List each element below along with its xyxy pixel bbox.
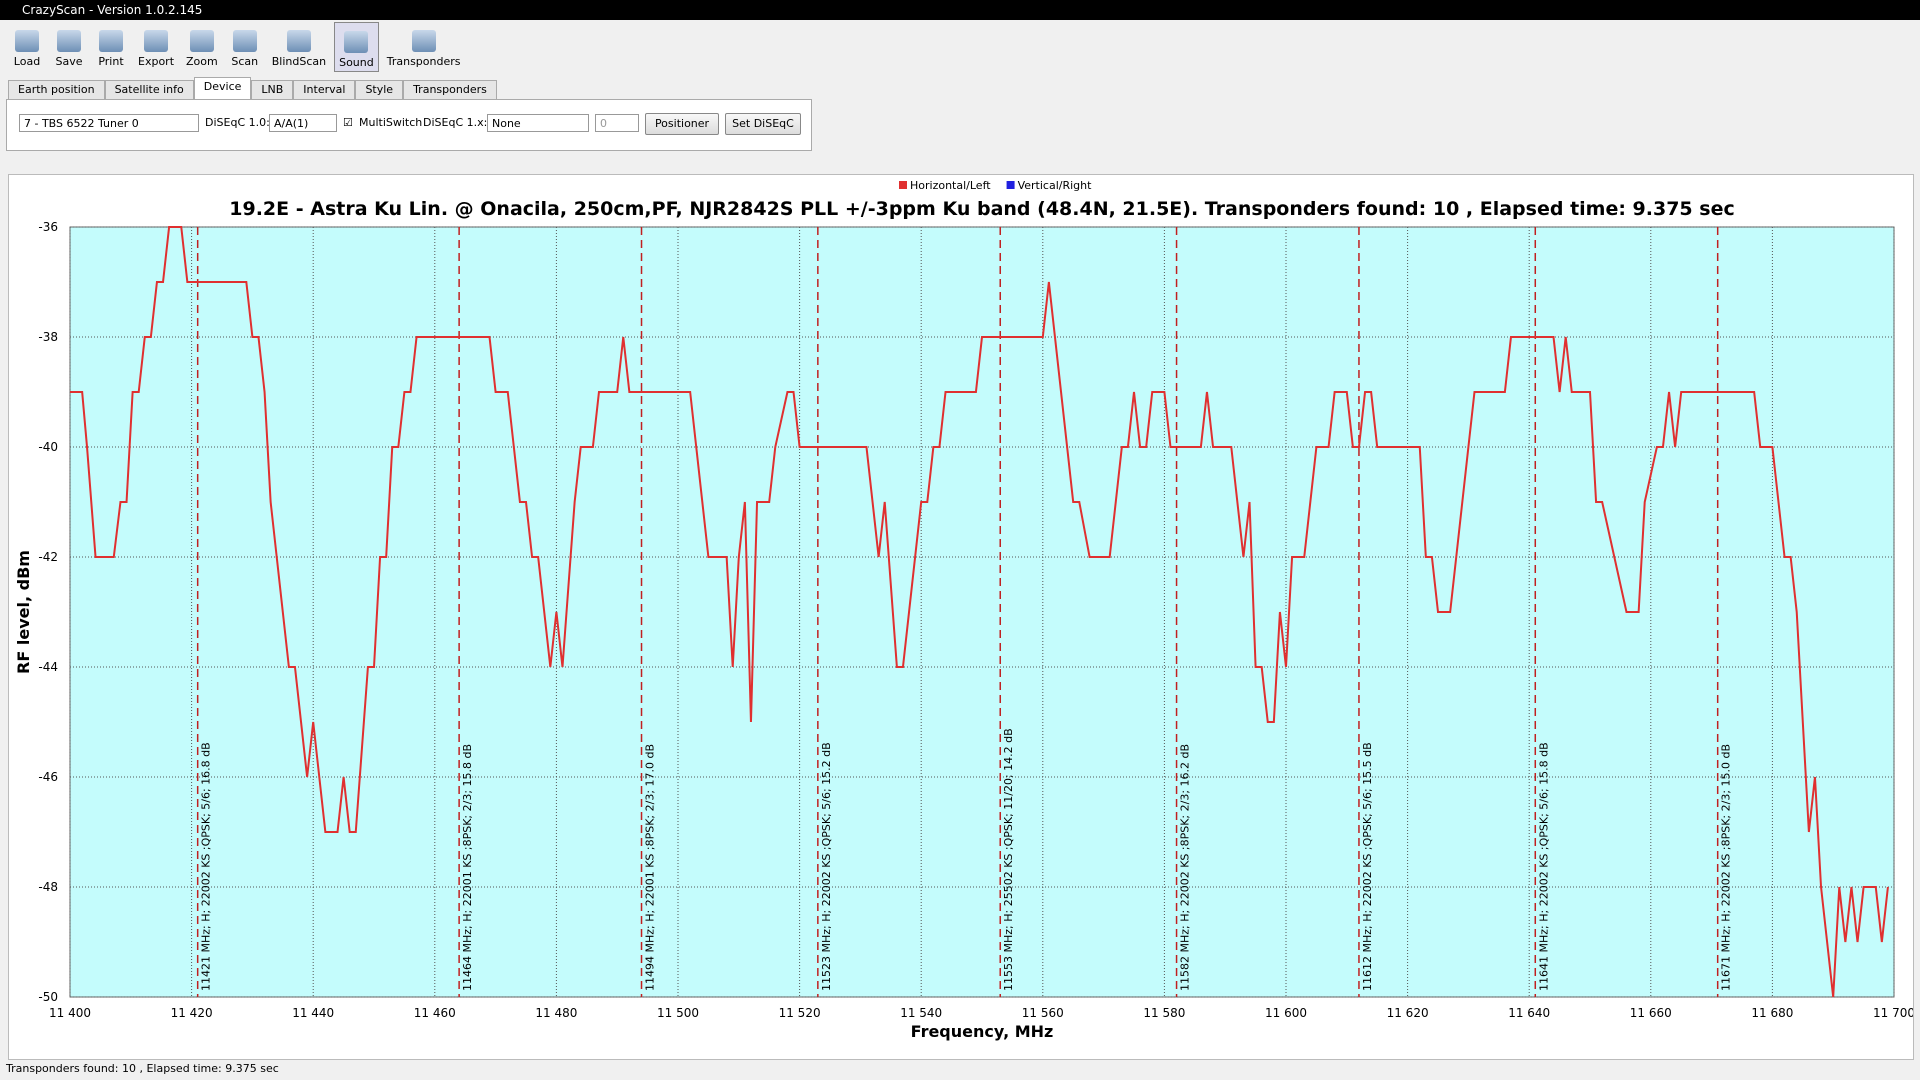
toolbar-button[interactable]: Transponders [383,22,465,70]
legend-swatch [899,181,907,189]
toolbar-label: Save [55,55,83,68]
y-tick-label: -38 [38,330,58,344]
tab[interactable]: Transponders [403,80,497,100]
x-tick-label: 11 660 [1630,1006,1672,1020]
y-tick-label: -40 [38,440,58,454]
tab-bar: Earth position Satellite info Device LNB Int… [8,77,497,100]
toolbar-label: Sound [339,56,374,69]
device-panel: 7 - TBS 6522 Tuner 0 DiSEqC 1.0: A/A(1) … [6,99,812,151]
status-bar: Transponders found: 10 , Elapsed time: 9… [6,1062,279,1075]
transponder-label: 11421 MHz; H; 22002 KS ;QPSK; 5/6; 16.8 … [200,742,213,991]
toolbar-button[interactable]: Zoom [182,22,222,70]
icon [286,30,311,52]
y-axis-label: RF level, dBm [14,550,33,674]
y-tick-label: -42 [38,550,58,564]
toolbar-button[interactable]: Export [134,22,178,70]
toolbar-button[interactable]: BlindScan [268,22,330,70]
transponder-label: 11494 MHz; H; 22001 KS ;8PSK; 2/3; 17.0 … [644,744,657,991]
set-diseqc-button[interactable]: Set DiSEqC [725,113,801,135]
toolbar-label: BlindScan [271,55,327,68]
tab[interactable]: LNB [251,80,294,100]
y-tick-label: -44 [38,660,58,674]
x-tick-label: 11 560 [1022,1006,1064,1020]
transponder-label: 11464 MHz; H; 22001 KS ;8PSK; 2/3; 15.8 … [461,744,474,991]
tab[interactable]: Earth position [8,80,105,100]
x-tick-label: 11 700 [1873,1006,1913,1020]
x-tick-label: 11 640 [1508,1006,1550,1020]
title-bar: CrazyScan - Version 1.0.2.145 [0,0,1920,20]
x-tick-label: 11 520 [779,1006,821,1020]
toolbar-button[interactable]: Scan [226,22,264,70]
y-tick-label: -48 [38,880,58,894]
icon [57,30,81,52]
toolbar-label: Export [138,55,175,68]
toolbar-button[interactable]: Save [50,22,88,70]
chart-title: 19.2E - Astra Ku Lin. @ Onacila, 250cm,P… [229,198,1734,220]
label: DiSEqC 1.x: [423,116,488,129]
tab[interactable]: Device [193,77,252,100]
toolbar-button[interactable]: Print [92,22,130,70]
toolbar-label: Scan [231,55,259,68]
diseqc10-select[interactable]: A/A(1) [269,114,337,132]
y-tick-label: -46 [38,770,58,784]
toolbar: Load Save Print Export Zoom Scan BlindScan Soun… [0,22,1920,72]
legend-label: Horizontal/Left [910,179,991,192]
transponder-label: 11553 MHz; H; 25502 KS ;QPSK; 11/20; 14.… [1002,728,1015,991]
series-line [70,226,1889,998]
tab[interactable]: Style [355,80,404,100]
x-tick-label: 11 440 [292,1006,334,1020]
chart-panel: Horizontal/Left Vertical/Right 19.2E - Ast… [8,174,1915,1060]
toolbar-label: Load [13,55,41,68]
x-tick-label: 11 460 [414,1006,456,1020]
y-tick-label: -36 [38,220,58,234]
y-tick-label: -50 [38,990,58,1004]
x-tick-label: 11 600 [1265,1006,1307,1020]
x-tick-label: 11 620 [1387,1006,1429,1020]
x-tick-label: 11 580 [1143,1006,1185,1020]
icon [15,30,39,52]
positioner-button[interactable]: Positioner [645,113,719,135]
spin-box[interactable]: 0 [595,114,639,132]
icon [99,30,123,52]
icon [232,30,257,52]
multiswitch-checkbox[interactable]: MultiSwitch [359,116,423,129]
icon [344,31,369,53]
label: DiSEqC 1.0: [205,116,270,129]
toolbar-button[interactable]: Load [8,22,46,70]
x-axis-label: Frequency, MHz [911,1022,1054,1041]
chart: Horizontal/Left Vertical/Right 19.2E - Ast… [14,179,1915,1041]
icon [144,30,168,52]
toolbar-label: Zoom [186,55,218,68]
plot-background [69,226,1895,998]
tab[interactable]: Interval [293,80,356,100]
checkbox-box[interactable]: ☑ [343,116,353,129]
x-tick-label: 11 400 [49,1006,91,1020]
icon [411,30,436,52]
toolbar-button[interactable]: Sound [334,22,379,72]
x-tick-label: 11 500 [657,1006,699,1020]
x-tick-label: 11 480 [535,1006,577,1020]
transponder-label: 11612 MHz; H; 22002 KS ;QPSK; 5/6; 15.5 … [1361,742,1374,991]
legend-swatch [1006,181,1015,189]
transponder-label: 11641 MHz; H; 22002 KS ;QPSK; 5/6; 15.8 … [1537,742,1550,991]
x-tick-label: 11 420 [171,1006,213,1020]
tuner-select[interactable]: 7 - TBS 6522 Tuner 0 [19,114,199,132]
icon [189,30,214,52]
tab[interactable]: Satellite info [104,80,194,100]
window-title: CrazyScan - Version 1.0.2.145 [22,3,203,17]
diseqc1x-select[interactable]: None [487,114,589,132]
x-tick-label: 11 680 [1751,1006,1793,1020]
toolbar-label: Transponders [386,55,461,68]
x-tick-label: 11 540 [900,1006,942,1020]
transponder-label: 11671 MHz; H; 22002 KS ;8PSK; 2/3; 15.0 … [1720,744,1733,991]
transponder-label: 11523 MHz; H; 22002 KS ;QPSK; 5/6; 15.2 … [820,742,833,991]
toolbar-label: Print [98,55,124,68]
legend-label: Vertical/Right [1018,179,1093,192]
transponder-label: 11582 MHz; H; 22002 KS ;8PSK; 2/3; 16.2 … [1179,744,1192,991]
